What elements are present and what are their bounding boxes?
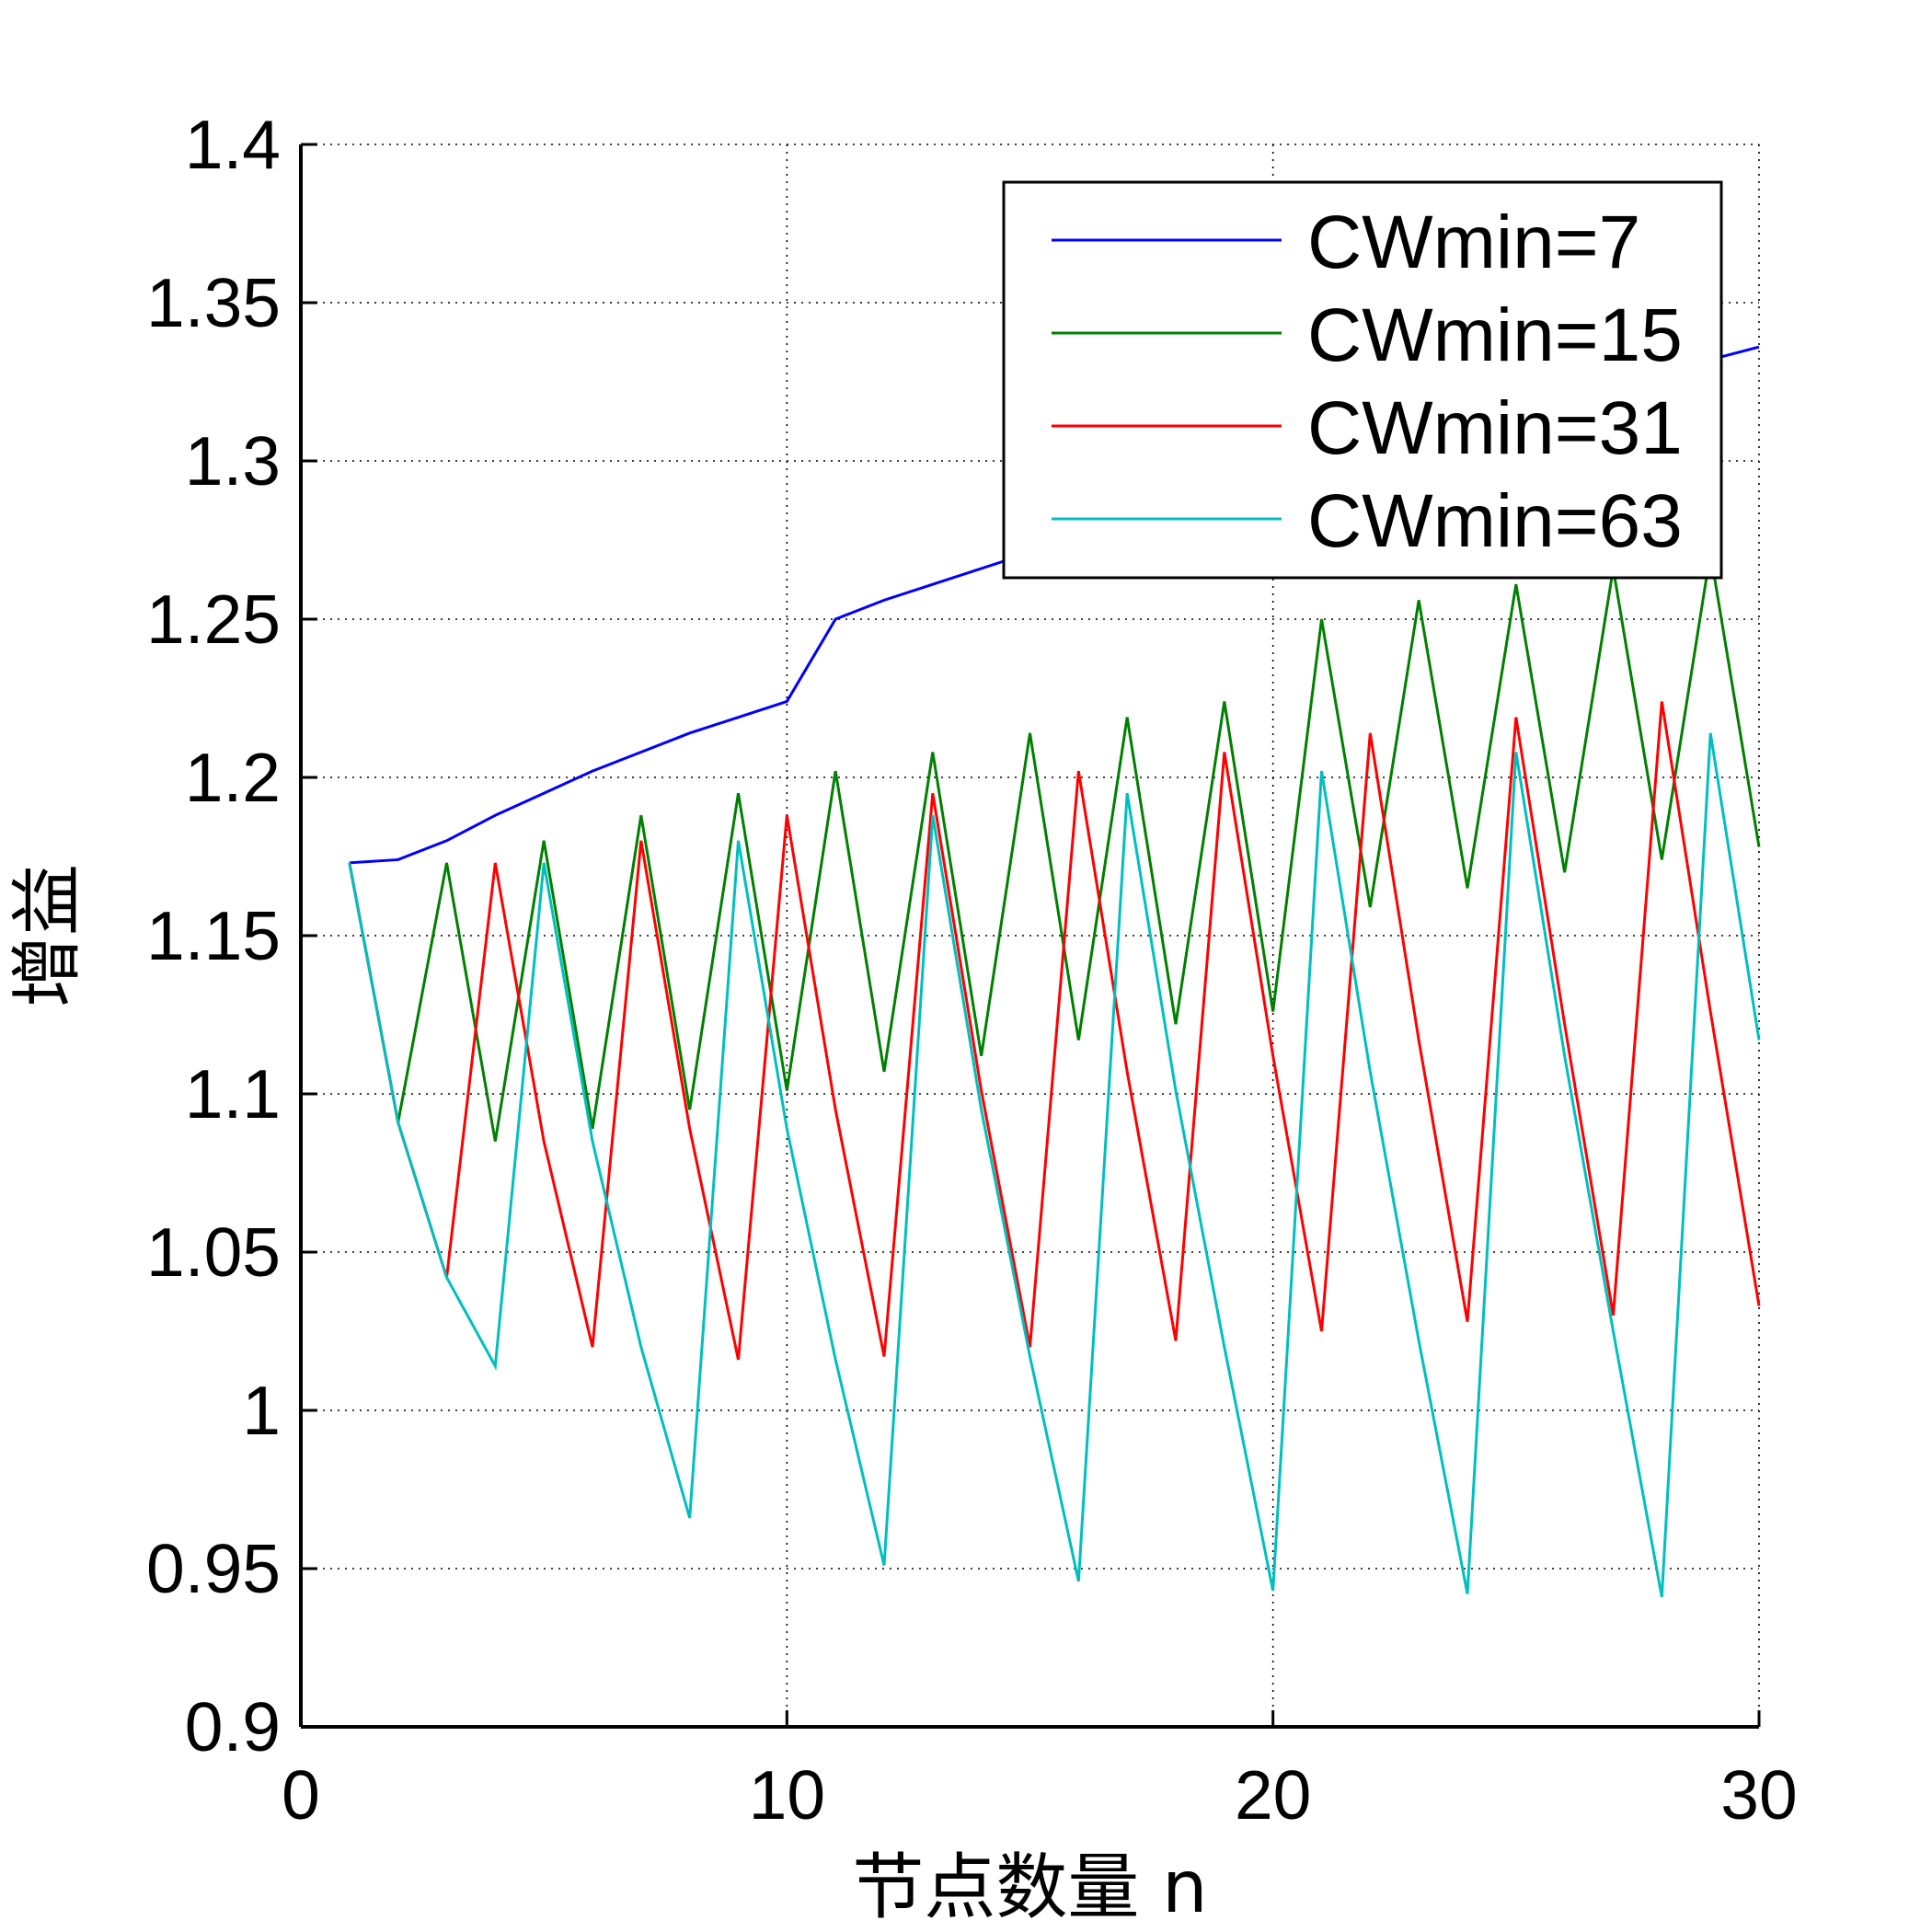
tick-labels: 0.9 0.95 1 1.05 1.1 1.15 1.2 1.25 1.3 1.35 1.4 0 10 2… [146, 106, 1798, 1834]
x-axis-label: 节点数量 n [852, 1846, 1207, 1929]
series-line-2 [348, 552, 1761, 1142]
y-tick-label: 1.15 [146, 897, 281, 974]
series-line-3 [348, 701, 1761, 1361]
y-tick-label: 1.05 [146, 1213, 281, 1291]
y-tick-label: 0.95 [146, 1530, 281, 1607]
y-tick-label: 1.35 [146, 264, 281, 341]
y-tick-label: 1.2 [185, 739, 281, 816]
legend-label: CWmin=31 [1307, 386, 1683, 470]
series-line-4 [348, 732, 1761, 1598]
x-tick-label: 0 [282, 1756, 320, 1834]
x-tick-label: 10 [749, 1756, 825, 1834]
legend-label: CWmin=15 [1307, 293, 1683, 377]
x-tick-label: 20 [1235, 1756, 1311, 1834]
legend-label: CWmin=7 [1307, 201, 1640, 284]
axes [299, 143, 1761, 1729]
legend-label: CWmin=63 [1307, 479, 1683, 563]
y-tick-label: 1.3 [185, 422, 281, 500]
legend: CWmin=7 CWmin=15 CWmin=31 CWmin=63 [1002, 180, 1723, 580]
y-axis-label: 增益 [6, 864, 89, 1007]
y-tick-label: 1.4 [185, 106, 281, 183]
y-tick-label: 1.25 [146, 581, 281, 658]
x-tick-label: 30 [1720, 1756, 1797, 1834]
y-tick-label: 1 [242, 1372, 281, 1449]
legend-box [1002, 180, 1723, 580]
y-tick-label: 1.1 [185, 1055, 281, 1133]
y-tick-label: 0.9 [185, 1688, 281, 1765]
